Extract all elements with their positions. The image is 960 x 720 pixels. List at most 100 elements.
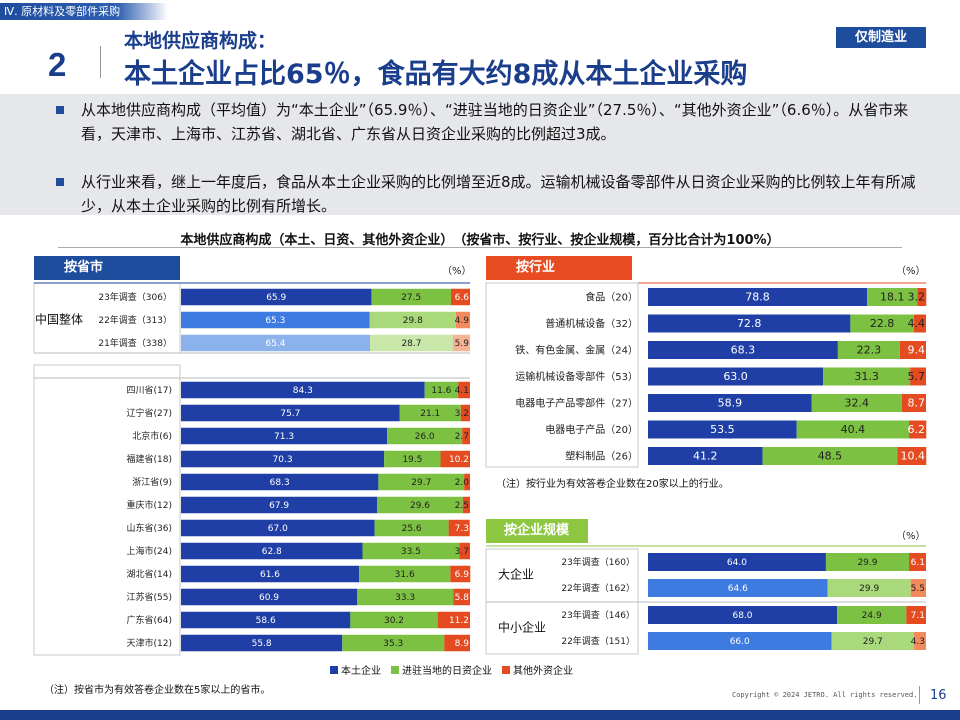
data-label-japanese: 19.5 bbox=[402, 455, 422, 465]
copyright: Copyright © 2024 JETRO. All rights reser… bbox=[732, 691, 918, 699]
category-label: 23年调查（160） bbox=[561, 556, 635, 568]
data-label-other: 9.4 bbox=[908, 344, 926, 357]
data-label-japanese: 48.5 bbox=[818, 450, 843, 463]
bar-segment-other bbox=[909, 553, 926, 571]
bar-segment-local bbox=[648, 447, 763, 465]
bar-segment-other bbox=[462, 427, 470, 445]
bar-segment-other bbox=[464, 473, 470, 491]
bar-segment-other bbox=[444, 634, 470, 652]
bar-segment-local bbox=[181, 565, 360, 583]
data-label-japanese: 29.9 bbox=[857, 558, 877, 568]
bar-segment-japanese bbox=[827, 579, 911, 597]
bar-segment-japanese bbox=[384, 450, 441, 468]
bar-segment-local bbox=[181, 473, 379, 491]
bar-segment-japanese bbox=[796, 420, 910, 439]
group-label: 中小企业 bbox=[498, 620, 546, 635]
category-label: 四川省(17) bbox=[127, 384, 172, 396]
data-label-japanese: 31.6 bbox=[395, 570, 415, 580]
data-label-local: 68.3 bbox=[731, 344, 756, 357]
slide-title: 本土企业占比65％，食品有大约8成从本土企业采购 bbox=[124, 59, 748, 90]
data-label-local: 72.8 bbox=[737, 317, 762, 330]
data-label-local: 60.9 bbox=[259, 593, 279, 603]
data-label-other: 4.4 bbox=[908, 317, 926, 330]
category-label: 上海市(24) bbox=[127, 545, 172, 557]
category-label: 22年调查（151） bbox=[561, 635, 635, 647]
bar-segment-other bbox=[459, 542, 470, 560]
data-label-other: 5.8 bbox=[455, 593, 470, 603]
bar-segment-other bbox=[909, 420, 927, 439]
bar-segment-other bbox=[910, 367, 926, 386]
data-label-other: 7.3 bbox=[455, 524, 469, 534]
legend-item-other: 其他外资企业 bbox=[502, 662, 573, 677]
section-tag: Ⅳ. 原材料及零部件采购 bbox=[0, 3, 168, 20]
bar-segment-local bbox=[181, 542, 363, 560]
data-label-local: 63.0 bbox=[723, 370, 748, 383]
bar-segment-japanese bbox=[369, 311, 456, 329]
unit-label: （%） bbox=[896, 531, 926, 542]
legend-swatch bbox=[330, 665, 338, 674]
category-label: 塑料制品（26） bbox=[565, 450, 638, 463]
data-label-local: 67.0 bbox=[268, 524, 288, 534]
data-label-other: 3.2 bbox=[455, 409, 469, 419]
category-label: 福建省(18) bbox=[127, 453, 172, 465]
category-label: 湖北省(14) bbox=[127, 568, 172, 580]
data-label-japanese: 22.3 bbox=[857, 344, 882, 357]
bar-segment-japanese bbox=[424, 381, 459, 399]
unit-label: （%） bbox=[896, 266, 926, 277]
data-label-japanese: 29.9 bbox=[859, 584, 879, 594]
bar-segment-other bbox=[899, 341, 926, 359]
slide-number: 2 bbox=[48, 46, 67, 83]
data-label-local: 84.3 bbox=[293, 386, 313, 396]
data-label-other: 7.1 bbox=[911, 611, 925, 621]
bar-segment-japanese bbox=[374, 519, 449, 537]
bar-segment-japanese bbox=[399, 404, 461, 422]
data-label-japanese: 40.4 bbox=[841, 423, 866, 436]
data-label-local: 62.8 bbox=[262, 547, 282, 557]
data-label-other: 4.3 bbox=[911, 637, 925, 647]
category-label: 22年调查（162） bbox=[561, 582, 635, 594]
bar-segment-japanese bbox=[371, 288, 451, 306]
data-label-other: 2.7 bbox=[455, 432, 469, 442]
bar-segment-local bbox=[648, 341, 838, 359]
bar-segment-other bbox=[910, 579, 926, 597]
data-label-japanese: 29.7 bbox=[411, 478, 431, 488]
data-label-local: 66.0 bbox=[730, 637, 750, 647]
data-label-japanese: 32.4 bbox=[845, 397, 870, 410]
data-label-local: 58.6 bbox=[256, 616, 276, 626]
data-label-other: 5.7 bbox=[908, 370, 926, 383]
legend-label: 进驻当地的日资企业 bbox=[402, 666, 492, 677]
category-label: 广东省(64) bbox=[127, 614, 172, 626]
panel-tab-province: 按省市 bbox=[34, 256, 180, 280]
bar-segment-japanese bbox=[362, 542, 460, 560]
bar-segment-local bbox=[181, 611, 351, 629]
bar-segment-local bbox=[648, 632, 832, 650]
bar-segment-japanese bbox=[850, 314, 914, 333]
category-label: 北京市(6) bbox=[132, 430, 172, 442]
data-label-other: 6.6 bbox=[455, 293, 470, 303]
data-label-japanese: 21.1 bbox=[420, 409, 440, 419]
category-label: 普通机械设备（32） bbox=[545, 317, 638, 330]
bullet-text: 从本地供应商构成（平均值）为“本土企业”（65.9％）、“进驻当地的日资企业”（… bbox=[81, 101, 909, 143]
bar-segment-local bbox=[648, 367, 824, 386]
data-label-local: 55.8 bbox=[252, 639, 272, 649]
bar-segment-other bbox=[917, 288, 927, 306]
bar-segment-japanese bbox=[825, 553, 910, 571]
data-label-local: 64.0 bbox=[727, 558, 747, 568]
bar-segment-local bbox=[181, 634, 343, 652]
data-label-japanese: 29.7 bbox=[863, 637, 883, 647]
data-label-other: 5.5 bbox=[911, 584, 925, 594]
bar-segment-japanese bbox=[867, 288, 918, 306]
bar-segment-local bbox=[181, 519, 375, 537]
bar-segment-local bbox=[648, 394, 812, 412]
data-label-other: 3.2 bbox=[908, 291, 926, 304]
panel-tab-industry: 按行业 bbox=[486, 256, 632, 280]
data-label-local: 75.7 bbox=[280, 409, 300, 419]
bar-segment-japanese bbox=[831, 632, 915, 650]
data-label-other: 6.9 bbox=[455, 570, 470, 580]
bar-segment-japanese bbox=[823, 367, 911, 386]
bar-segment-local bbox=[181, 334, 371, 352]
category-label: 电器电子产品零部件（27） bbox=[515, 397, 638, 410]
data-label-japanese: 27.5 bbox=[401, 293, 421, 303]
category-label: 浙江省(9) bbox=[132, 476, 172, 488]
